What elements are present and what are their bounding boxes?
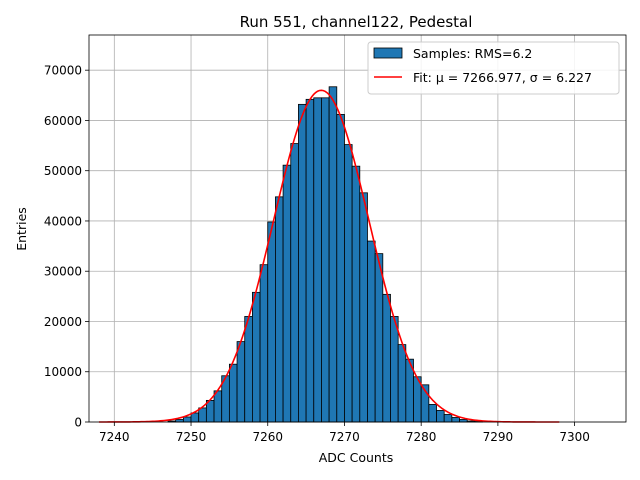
- histogram-bar: [344, 144, 353, 423]
- legend: Samples: RMS=6.2 Fit: μ = 7266.977, σ = …: [367, 41, 620, 95]
- x-tick-label: 7280: [406, 430, 437, 444]
- y-tick-label: 20000: [44, 315, 82, 329]
- histogram-bar: [374, 253, 384, 423]
- fit-curve: [98, 89, 560, 423]
- histogram-bar: [328, 86, 338, 423]
- histogram-bar: [451, 417, 460, 423]
- axes-frame: [88, 34, 627, 423]
- y-tick-label: 50000: [44, 164, 82, 178]
- legend-bar-swatch: [373, 47, 403, 59]
- histogram-bar: [397, 344, 407, 423]
- histogram-bar: [198, 407, 207, 423]
- histogram-bar: [436, 410, 445, 423]
- y-tick-label: 40000: [44, 214, 82, 228]
- x-tick-label: 7270: [329, 430, 360, 444]
- histogram-bars: [167, 86, 483, 423]
- histogram-bar: [244, 316, 253, 423]
- histogram-bar: [190, 412, 200, 423]
- histogram-bar: [275, 196, 284, 423]
- histogram-bar: [428, 404, 437, 423]
- y-tick-label: 60000: [44, 114, 82, 128]
- histogram-bar: [336, 114, 345, 423]
- histogram-bar: [305, 98, 315, 423]
- histogram-bar: [259, 264, 269, 423]
- chart-title: Run 551, channel122, Pedestal: [240, 13, 473, 31]
- histogram-bar: [228, 363, 238, 423]
- y-tick-label: 70000: [44, 64, 82, 78]
- histogram-bar: [282, 164, 292, 423]
- y-tick-label: 10000: [44, 365, 82, 379]
- histogram-bar: [382, 293, 391, 423]
- y-axis-ticks: 0 10000 20000 30000 40000 50000 60000 70000: [44, 64, 89, 430]
- histogram-bar: [321, 97, 330, 423]
- histogram-bar: [390, 316, 399, 423]
- x-tick-label: 7260: [252, 430, 283, 444]
- histogram-bar: [298, 103, 307, 423]
- histogram-bar: [267, 221, 276, 423]
- histogram-bar: [182, 416, 192, 423]
- histogram-bar: [351, 165, 361, 423]
- x-tick-label: 7240: [99, 430, 130, 444]
- legend-samples-label: Samples: RMS=6.2: [413, 46, 532, 61]
- histogram-bar: [205, 399, 215, 423]
- x-tick-label: 7290: [483, 430, 514, 444]
- legend-box: [367, 41, 620, 95]
- legend-fit-label: Fit: μ = 7266.977, σ = 6.227: [413, 70, 592, 85]
- x-axis-label: ADC Counts: [319, 450, 394, 465]
- histogram-bar: [313, 97, 322, 423]
- histogram-bar: [252, 291, 261, 423]
- y-tick-label: 0: [74, 416, 82, 430]
- x-tick-label: 7250: [176, 430, 207, 444]
- y-tick-label: 30000: [44, 265, 82, 279]
- histogram-bar: [290, 143, 299, 423]
- histogram-bar: [367, 240, 376, 423]
- y-axis-label: Entries: [14, 207, 29, 251]
- x-tick-label: 7300: [559, 430, 590, 444]
- x-axis-ticks: 7240 7250 7260 7270 7280 7290 7300: [99, 422, 590, 444]
- histogram-bar: [236, 341, 246, 423]
- histogram-bar: [213, 390, 223, 423]
- histogram-bar: [443, 414, 453, 423]
- histogram-bar: [359, 192, 368, 423]
